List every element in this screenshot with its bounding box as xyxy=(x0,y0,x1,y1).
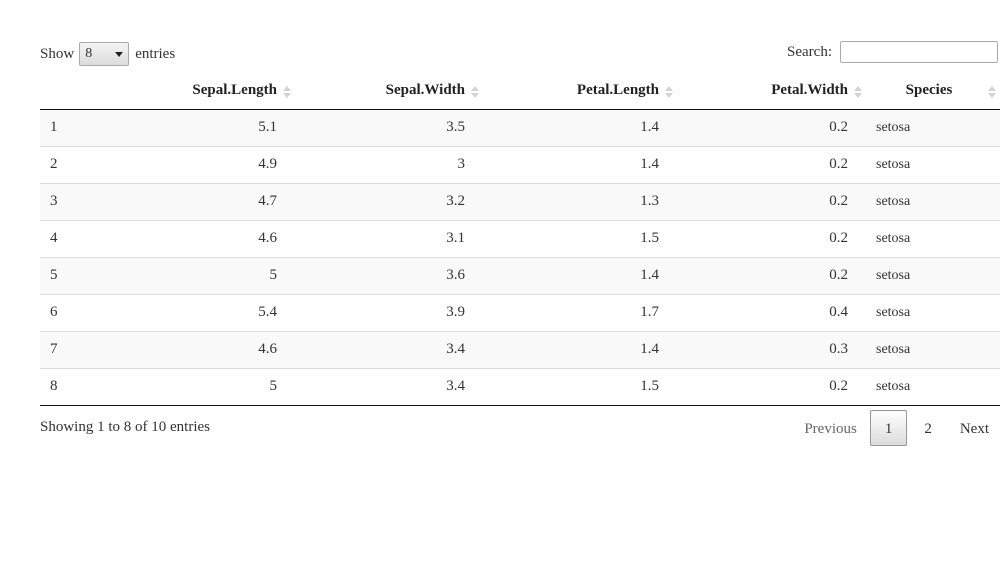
sort-icon xyxy=(665,84,673,100)
column-header-petal-width[interactable]: Petal.Width xyxy=(677,73,866,110)
petal-length-cell: 1.4 xyxy=(483,330,677,368)
row-index-cell: 7 xyxy=(40,330,140,368)
table-row: 8 5 3.4 1.5 0.2 setosa xyxy=(40,367,1000,406)
page-button-1[interactable]: 1 xyxy=(869,409,908,446)
petal-length-cell: 1.4 xyxy=(483,256,677,294)
header-row: Sepal.Length Sepal.Width Petal.Length Pe… xyxy=(40,73,1000,110)
pagination: Previous 1 2 Next xyxy=(791,409,1000,446)
sepal-width-cell: 3.5 xyxy=(295,109,483,146)
row-index-cell: 5 xyxy=(40,256,140,294)
petal-width-cell: 0.2 xyxy=(677,367,866,406)
sepal-length-cell: 5.1 xyxy=(140,109,295,146)
sepal-length-cell: 4.6 xyxy=(140,330,295,368)
petal-length-cell: 1.5 xyxy=(483,367,677,406)
species-cell: setosa xyxy=(866,293,1000,331)
petal-length-cell: 1.3 xyxy=(483,182,677,220)
row-index-cell: 8 xyxy=(40,367,140,406)
row-index-cell: 3 xyxy=(40,182,140,220)
table-controls: Show 8 entries Search: xyxy=(40,40,1000,70)
show-label: Show xyxy=(40,45,75,62)
petal-length-cell: 1.4 xyxy=(483,109,677,146)
entries-label: entries xyxy=(135,45,176,62)
page-button-2[interactable]: 2 xyxy=(924,420,932,437)
petal-width-cell: 0.2 xyxy=(677,219,866,257)
table-row: 7 4.6 3.4 1.4 0.3 setosa xyxy=(40,330,1000,368)
sepal-width-cell: 3 xyxy=(295,145,483,183)
column-header-sepal-length[interactable]: Sepal.Length xyxy=(140,73,295,110)
column-header-label: Species xyxy=(905,82,953,99)
sepal-length-cell: 4.6 xyxy=(140,219,295,257)
petal-width-cell: 0.2 xyxy=(677,182,866,220)
table-row: 5 5 3.6 1.4 0.2 setosa xyxy=(40,256,1000,294)
species-cell: setosa xyxy=(866,182,1000,220)
chevron-down-icon xyxy=(115,51,124,57)
sepal-length-cell: 4.9 xyxy=(140,145,295,183)
table-row: 4 4.6 3.1 1.5 0.2 setosa xyxy=(40,219,1000,257)
petal-width-cell: 0.2 xyxy=(677,109,866,146)
entries-per-page-value: 8 xyxy=(85,46,93,61)
sepal-width-cell: 3.6 xyxy=(295,256,483,294)
row-index-cell: 4 xyxy=(40,219,140,257)
row-index-cell: 1 xyxy=(40,109,140,146)
sepal-width-cell: 3.4 xyxy=(295,330,483,368)
data-table: Sepal.Length Sepal.Width Petal.Length Pe… xyxy=(40,73,1000,406)
sepal-width-cell: 3.1 xyxy=(295,219,483,257)
column-header-label: Sepal.Width xyxy=(385,82,465,99)
petal-width-cell: 0.4 xyxy=(677,293,866,331)
length-menu: Show 8 entries xyxy=(40,42,175,66)
species-cell: setosa xyxy=(866,145,1000,183)
sepal-length-cell: 5 xyxy=(140,367,295,406)
petal-length-cell: 1.5 xyxy=(483,219,677,257)
sepal-length-cell: 5.4 xyxy=(140,293,295,331)
column-header-index[interactable] xyxy=(40,73,140,110)
petal-width-cell: 0.2 xyxy=(677,145,866,183)
sepal-width-cell: 3.9 xyxy=(295,293,483,331)
table-row: 2 4.9 3 1.4 0.2 setosa xyxy=(40,145,1000,183)
column-header-petal-length[interactable]: Petal.Length xyxy=(483,73,677,110)
sepal-length-cell: 5 xyxy=(140,256,295,294)
previous-button[interactable]: Previous xyxy=(804,420,857,437)
column-header-label: Petal.Width xyxy=(771,82,848,99)
next-button[interactable]: Next xyxy=(959,420,989,437)
table-footer: Showing 1 to 8 of 10 entries Previous 1 … xyxy=(40,406,1000,456)
row-index-cell: 2 xyxy=(40,145,140,183)
row-index-cell: 6 xyxy=(40,293,140,331)
table-row: 3 4.7 3.2 1.3 0.2 setosa xyxy=(40,182,1000,220)
entries-per-page-select[interactable]: 8 xyxy=(79,42,130,66)
table-info: Showing 1 to 8 of 10 entries xyxy=(40,418,210,435)
species-cell: setosa xyxy=(866,219,1000,257)
search-filter: Search: xyxy=(787,41,998,63)
petal-width-cell: 0.2 xyxy=(677,256,866,294)
petal-width-cell: 0.3 xyxy=(677,330,866,368)
sort-icon xyxy=(283,84,291,100)
column-header-label: Sepal.Length xyxy=(192,82,277,99)
table-row: 6 5.4 3.9 1.7 0.4 setosa xyxy=(40,293,1000,331)
sepal-width-cell: 3.2 xyxy=(295,182,483,220)
sepal-width-cell: 3.4 xyxy=(295,367,483,406)
sepal-length-cell: 4.7 xyxy=(140,182,295,220)
sort-icon xyxy=(471,84,479,100)
petal-length-cell: 1.4 xyxy=(483,145,677,183)
species-cell: setosa xyxy=(866,109,1000,146)
species-cell: setosa xyxy=(866,367,1000,406)
column-header-label: Petal.Length xyxy=(576,82,659,99)
petal-length-cell: 1.7 xyxy=(483,293,677,331)
sort-icon xyxy=(854,84,862,100)
column-header-sepal-width[interactable]: Sepal.Width xyxy=(295,73,483,110)
species-cell: setosa xyxy=(866,256,1000,294)
search-label: Search: xyxy=(787,43,832,60)
search-input[interactable] xyxy=(840,41,998,63)
species-cell: setosa xyxy=(866,330,1000,368)
table-row: 1 5.1 3.5 1.4 0.2 setosa xyxy=(40,109,1000,146)
sort-icon xyxy=(988,84,996,100)
datatable-wrapper: Show 8 entries Search: xyxy=(40,40,1000,456)
column-header-species[interactable]: Species xyxy=(866,73,1000,110)
